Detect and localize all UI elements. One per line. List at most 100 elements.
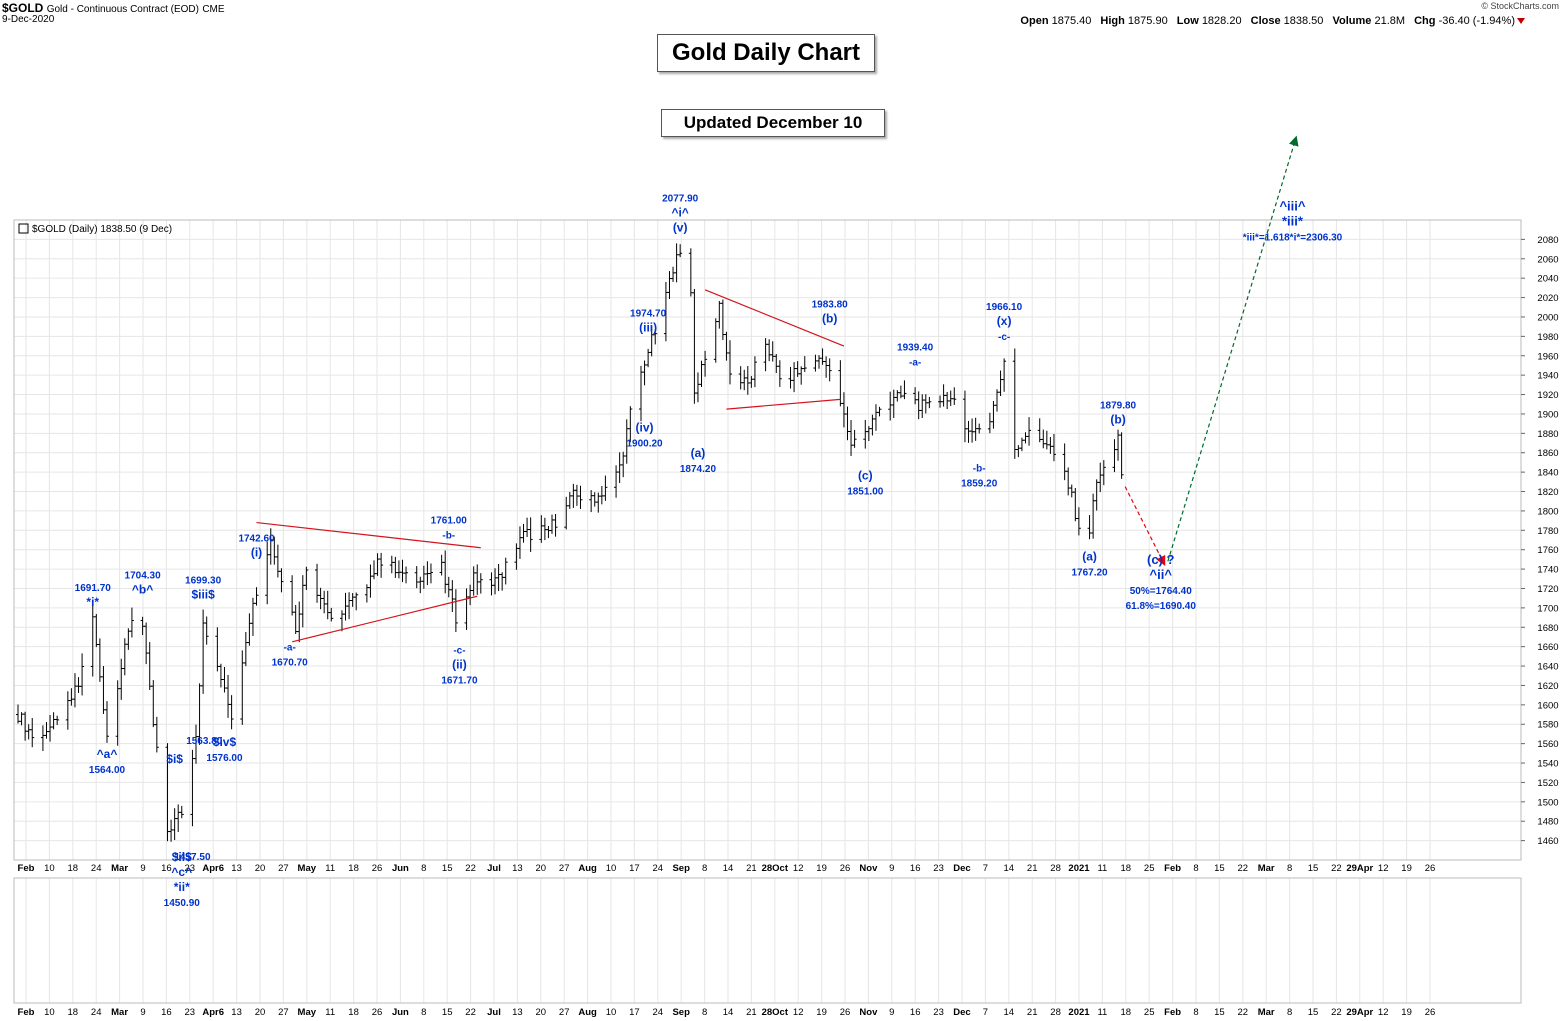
ohlc-close-value: 1838.50 <box>1283 15 1327 27</box>
wave-label: -c- <box>453 645 465 656</box>
x-tick-label: 22 <box>465 863 476 874</box>
x-tick-label: 15 <box>442 1007 453 1018</box>
wave-label: -a- <box>909 358 921 369</box>
ohlc-volume-label: Volume <box>1332 15 1375 27</box>
x-tick-label: 27 <box>559 1007 570 1018</box>
x-tick-label: 8 <box>702 1007 707 1018</box>
trendlines <box>256 289 845 643</box>
chart-title: Gold Daily Chart <box>657 34 875 72</box>
y-tick-label: 1620 <box>1537 681 1558 692</box>
x-tick-label: 16 <box>910 863 921 874</box>
x-tick-label: 9 <box>140 1007 145 1018</box>
x-tick-label: 28Oct <box>762 1007 789 1018</box>
x-tick-label: Feb <box>1164 863 1181 874</box>
legend-ohlc-icon <box>18 223 29 234</box>
wave-label: ^a^ <box>97 747 118 761</box>
x-tick-label: 12 <box>793 1007 804 1018</box>
x-tick-label: Feb <box>18 863 35 874</box>
y-tick-label: 1800 <box>1537 506 1558 517</box>
wave-label: ^b^ <box>132 583 153 597</box>
wave-label: 1699.30 <box>185 576 222 587</box>
y-tick-label: 1680 <box>1537 623 1558 634</box>
target-label: 50%=1764.40 <box>1130 586 1192 597</box>
x-tick-label: 9 <box>889 863 894 874</box>
x-tick-label: 29Apr <box>1346 1007 1373 1018</box>
y-tick-label: 1820 <box>1537 487 1558 498</box>
x-tick-label: 21 <box>1027 863 1038 874</box>
wave-label: 1851.00 <box>847 486 884 497</box>
x-tick-label: 26 <box>372 1007 383 1018</box>
y-tick-label: 2020 <box>1537 293 1558 304</box>
x-tick-label: 19 <box>816 863 827 874</box>
target-label: *iii*=1.618*i*=2306.30 <box>1243 232 1343 243</box>
wave-label: 2077.90 <box>662 193 699 204</box>
y-tick-label: 1880 <box>1537 429 1558 440</box>
x-tick-label: 8 <box>702 863 707 874</box>
y-tick-label: 1980 <box>1537 332 1558 343</box>
y-tick-label: 1940 <box>1537 371 1558 382</box>
wave-label: 1761.00 <box>431 516 468 527</box>
wave-label: $iv$ <box>213 735 237 749</box>
y-tick-label: 1900 <box>1537 409 1558 420</box>
series-legend: $GOLD (Daily) 1838.50 (9 Dec) <box>18 223 172 235</box>
x-tick-label: 10 <box>44 1007 55 1018</box>
x-tick-label: Apr6 <box>202 1007 224 1018</box>
y-tick-label: 2000 <box>1537 312 1558 323</box>
x-tick-label: May <box>298 863 317 874</box>
x-tick-label: 8 <box>1193 1007 1198 1018</box>
x-tick-label: 7 <box>983 1007 988 1018</box>
x-tick-label: 22 <box>1238 1007 1249 1018</box>
x-tick-label: 20 <box>255 863 266 874</box>
wave-label: 1966.10 <box>986 302 1023 313</box>
target-label: ^ii^ <box>1150 567 1173 582</box>
ohlc-high-label: High <box>1100 15 1128 27</box>
x-tick-label: 8 <box>1193 863 1198 874</box>
x-tick-label: 22 <box>1331 1007 1342 1018</box>
x-tick-label: 27 <box>278 1007 289 1018</box>
x-tick-label: 2021 <box>1068 863 1090 874</box>
wave-label: 1450.90 <box>164 898 201 909</box>
x-tick-label: 12 <box>1378 863 1389 874</box>
x-tick-label: Mar <box>1258 863 1275 874</box>
x-tick-label: 29Apr <box>1346 863 1373 874</box>
chart-date: 9-Dec-2020 <box>2 14 55 25</box>
exchange: CME <box>202 4 225 15</box>
x-tick-label: 14 <box>723 863 734 874</box>
watermark: © StockCharts.com <box>1481 1 1559 11</box>
x-tick-label: 15 <box>1308 863 1319 874</box>
y-tick-label: 2080 <box>1537 235 1558 246</box>
wave-label: ^i^ <box>671 205 688 219</box>
ohlc-volume-value: 21.8M <box>1374 15 1409 27</box>
x-tick-label: 23 <box>933 1007 944 1018</box>
wave-label: (iii) <box>639 321 657 335</box>
x-tick-label: 2021 <box>1068 1007 1090 1018</box>
x-tick-label: Nov <box>859 1007 878 1018</box>
x-tick-label: Mar <box>111 1007 128 1018</box>
x-tick-label: 22 <box>465 1007 476 1018</box>
wave-label: -c- <box>998 332 1010 343</box>
ohlc-open-value: 1875.40 <box>1051 15 1095 27</box>
ohlc-low-label: Low <box>1176 15 1202 27</box>
x-tick-label: 17 <box>629 863 640 874</box>
wave-label: -a- <box>284 643 296 654</box>
wave-label: 1900.20 <box>626 439 663 450</box>
x-tick-label: Feb <box>1164 1007 1181 1018</box>
ohlc-close-label: Close <box>1250 15 1284 27</box>
x-tick-label: 11 <box>1097 863 1107 874</box>
trendline <box>704 289 845 347</box>
x-tick-label: 18 <box>1121 1007 1132 1018</box>
x-tick-label: 26 <box>1425 1007 1436 1018</box>
x-tick-label: 7 <box>983 863 988 874</box>
x-tick-label: 16 <box>161 1007 172 1018</box>
trendline <box>726 398 841 410</box>
x-tick-label: 18 <box>68 1007 79 1018</box>
y-tick-label: 1700 <box>1537 603 1558 614</box>
x-tick-label: 21 <box>1027 1007 1038 1018</box>
x-tick-label: 13 <box>231 1007 242 1018</box>
wave-label: 1671.70 <box>441 675 478 686</box>
x-tick-label: 18 <box>348 1007 359 1018</box>
wave-label: 1670.70 <box>272 658 309 669</box>
target-label: ^iii^ <box>1279 198 1305 213</box>
x-tick-label: Feb <box>18 1007 35 1018</box>
